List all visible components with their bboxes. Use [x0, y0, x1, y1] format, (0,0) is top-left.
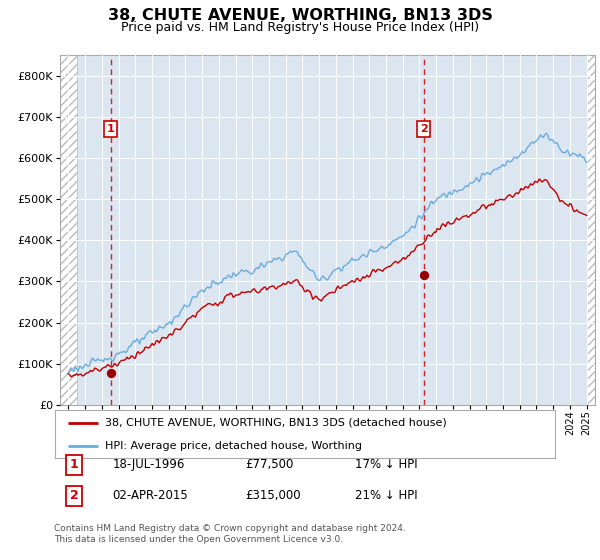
Text: Price paid vs. HM Land Registry's House Price Index (HPI): Price paid vs. HM Land Registry's House … [121, 21, 479, 34]
Text: £315,000: £315,000 [245, 489, 301, 502]
Text: Contains HM Land Registry data © Crown copyright and database right 2024.
This d: Contains HM Land Registry data © Crown c… [54, 524, 406, 544]
Text: 2: 2 [420, 124, 428, 134]
Text: £77,500: £77,500 [245, 458, 293, 472]
Bar [587, 55, 595, 405]
Text: HPI: Average price, detached house, Worthing: HPI: Average price, detached house, Wort… [105, 441, 362, 451]
Text: 02-APR-2015: 02-APR-2015 [113, 489, 188, 502]
Text: 17% ↓ HPI: 17% ↓ HPI [355, 458, 418, 472]
Text: 21% ↓ HPI: 21% ↓ HPI [355, 489, 418, 502]
Text: 38, CHUTE AVENUE, WORTHING, BN13 3DS (detached house): 38, CHUTE AVENUE, WORTHING, BN13 3DS (de… [105, 418, 447, 428]
Bar [60, 55, 77, 405]
Text: 2: 2 [70, 489, 79, 502]
Point [419, 271, 428, 280]
Text: 1: 1 [107, 124, 115, 134]
Text: 18-JUL-1996: 18-JUL-1996 [113, 458, 185, 472]
Point [106, 368, 116, 377]
Text: 1: 1 [70, 458, 79, 472]
Text: 38, CHUTE AVENUE, WORTHING, BN13 3DS: 38, CHUTE AVENUE, WORTHING, BN13 3DS [107, 8, 493, 24]
